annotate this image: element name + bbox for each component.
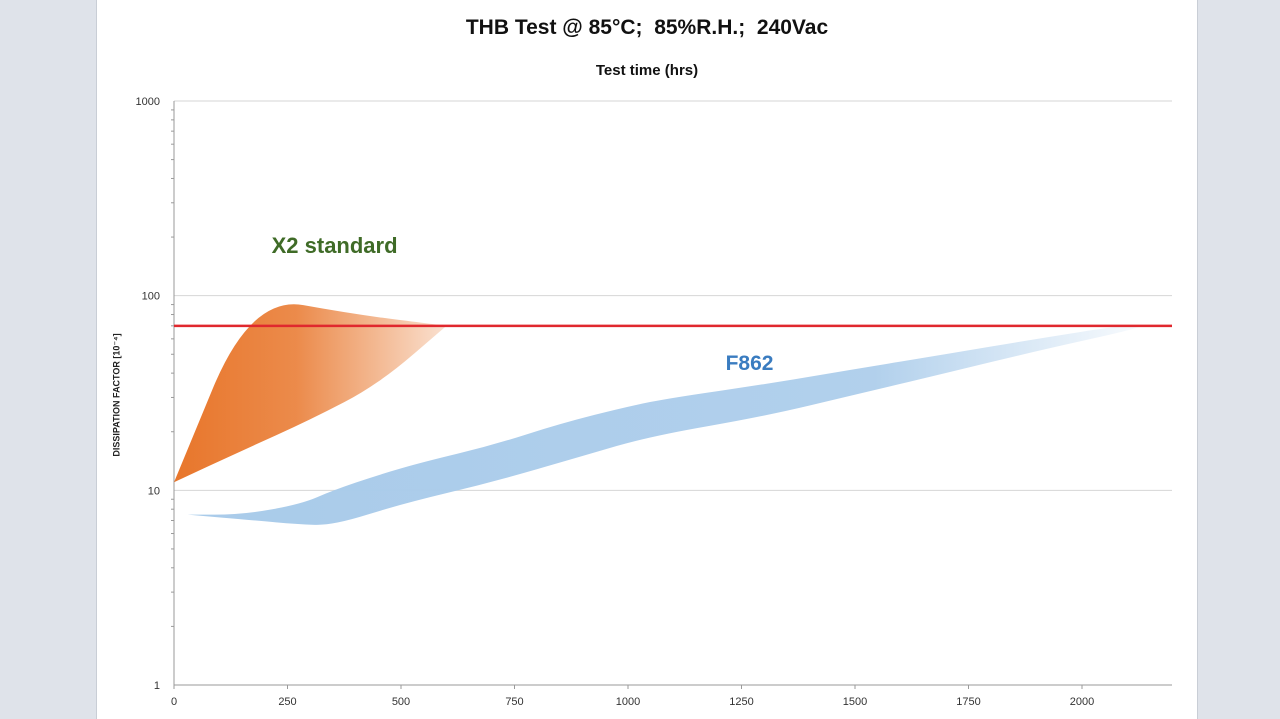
x-tick-label: 0 (171, 696, 177, 708)
chart-plot-area: 1 10 100 1000 0 250 500 750 1000 1250 1500 1750 2000… (136, 96, 1172, 708)
x-tick-label: 1250 (729, 696, 753, 708)
chart-title: THB Test @ 85°C; 85%R.H.; 240Vac (465, 16, 829, 39)
y-tick-label: 1 (154, 680, 160, 692)
y-tick-label: 1000 (136, 96, 160, 108)
f862-band (187, 325, 1141, 525)
x-tick-label: 750 (505, 696, 523, 708)
y-tick-label: 10 (148, 485, 160, 497)
y-tick-label: 100 (142, 291, 160, 303)
x-tick-label: 1000 (616, 696, 640, 708)
x-tick-label: 1750 (956, 696, 980, 708)
f862-label: F862 (726, 352, 774, 375)
x2-standard-label: X2 standard (272, 233, 398, 258)
x-tick-label: 1500 (843, 696, 867, 708)
x-tick-label: 2000 (1070, 696, 1094, 708)
x-tick-label: 500 (392, 696, 410, 708)
chart-card: THB Test @ 85°C; 85%R.H.; 240Vac Test ti… (96, 0, 1198, 719)
x2-standard-band (174, 304, 447, 483)
x-tick-label: 250 (278, 696, 296, 708)
x-axis-title: Test time (hrs) (595, 62, 699, 79)
